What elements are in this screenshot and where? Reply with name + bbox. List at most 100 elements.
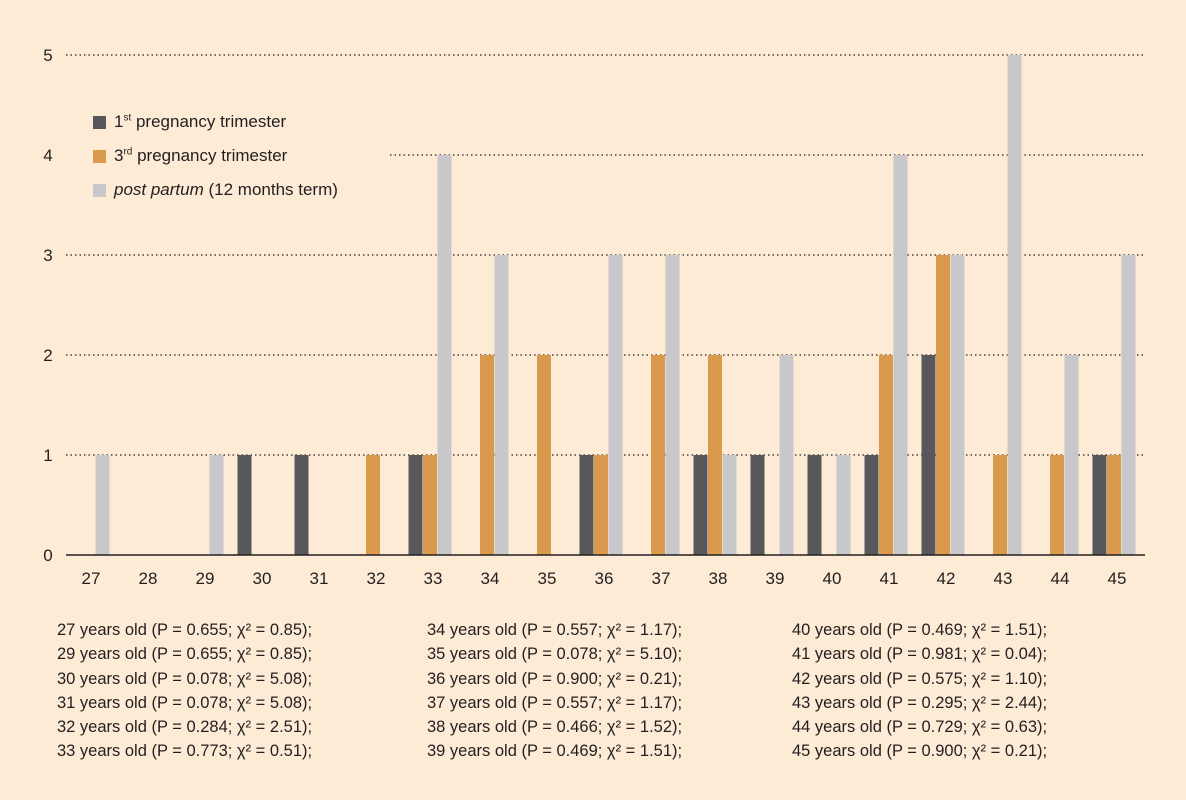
x-tick-label: 40: [823, 569, 842, 588]
x-tick-label: 37: [652, 569, 671, 588]
bar: [1007, 55, 1022, 555]
stats-column-3: 40 years old (P = 0.469; χ² = 1.51); 41 …: [792, 618, 1047, 764]
stats-line: 36 years old (P = 0.900; χ² = 0.21);: [427, 669, 683, 688]
legend-label: 1st pregnancy trimester: [114, 112, 286, 132]
x-tick-label: 28: [139, 569, 158, 588]
legend-label-rest: pregnancy trimester: [131, 112, 287, 131]
bar: [237, 455, 252, 555]
stats-line: 33 years old (P = 0.773; χ² = 0.51);: [57, 742, 313, 761]
bar: [294, 455, 309, 555]
legend-label: 3rd pregnancy trimester: [114, 146, 287, 166]
stats-line: 45 years old (P = 0.900; χ² = 0.21);: [792, 742, 1048, 761]
stats-line: 43 years old (P = 0.295; χ² = 2.44);: [792, 693, 1048, 712]
bar: [579, 455, 594, 555]
stats-line: 31 years old (P = 0.078; χ² = 5.08);: [57, 693, 313, 712]
x-tick-label: 43: [994, 569, 1013, 588]
bar: [408, 455, 423, 555]
bar: [950, 255, 965, 555]
bar: [693, 455, 708, 555]
legend-item-3rd-trimester: 3rd pregnancy trimester: [93, 139, 338, 173]
legend-label-base: 1: [114, 112, 124, 131]
bar: [893, 155, 908, 555]
x-tick-label: 30: [253, 569, 272, 588]
stats-line: 29 years old (P = 0.655; χ² = 0.85);: [57, 645, 313, 664]
stats-line: 37 years old (P = 0.557; χ² = 1.17);: [427, 693, 683, 712]
bar: [807, 455, 822, 555]
bar: [921, 355, 936, 555]
x-tick-label: 41: [880, 569, 899, 588]
y-tick-label: 1: [43, 446, 52, 465]
bar: [836, 455, 851, 555]
x-tick-label: 42: [937, 569, 956, 588]
bar: [537, 355, 551, 555]
bar: [722, 455, 737, 555]
bar: [423, 455, 437, 555]
bar: [1092, 455, 1107, 555]
bar: [936, 255, 950, 555]
bar: [708, 355, 722, 555]
x-tick-label: 34: [481, 569, 500, 588]
bar: [864, 455, 879, 555]
x-tick-label: 45: [1108, 569, 1127, 588]
legend-item-1st-trimester: 1st pregnancy trimester: [93, 105, 338, 139]
legend-swatch: [93, 149, 106, 163]
bar: [608, 255, 623, 555]
stats-line: 27 years old (P = 0.655; χ² = 0.85);: [57, 621, 313, 639]
legend-label: post partum (12 months term): [114, 180, 338, 200]
x-tick-label: 38: [709, 569, 728, 588]
bar: [1064, 355, 1079, 555]
x-tick-label: 39: [766, 569, 785, 588]
stats-line: 42 years old (P = 0.575; χ² = 1.10);: [792, 669, 1048, 688]
bar: [366, 455, 380, 555]
stats-line: 39 years old (P = 0.469; χ² = 1.51);: [427, 742, 683, 761]
x-tick-label: 31: [310, 569, 329, 588]
bar: [750, 455, 765, 555]
x-tick-label: 32: [367, 569, 386, 588]
legend-label-rest: (12 months term): [203, 180, 338, 199]
y-tick-label: 4: [43, 146, 52, 165]
x-tick-label: 36: [595, 569, 614, 588]
bar: [1050, 455, 1064, 555]
legend-label-sup: rd: [123, 146, 133, 158]
stats-line: 30 years old (P = 0.078; χ² = 5.08);: [57, 669, 313, 688]
bar: [209, 455, 224, 555]
stats-column-2: 34 years old (P = 0.557; χ² = 1.17); 35 …: [427, 618, 682, 764]
legend-label-sup: st: [123, 112, 132, 124]
legend-item-post-partum: post partum (12 months term): [93, 173, 338, 207]
legend-swatch: [93, 115, 106, 129]
bar: [1121, 255, 1136, 555]
bar: [879, 355, 893, 555]
bar: [651, 355, 665, 555]
bar: [993, 455, 1007, 555]
x-tick-label: 33: [424, 569, 443, 588]
x-tick-label: 35: [538, 569, 557, 588]
stats-line: 38 years old (P = 0.466; χ² = 1.52);: [427, 718, 683, 737]
bar: [779, 355, 794, 555]
x-tick-label: 29: [196, 569, 215, 588]
stats-line: 35 years old (P = 0.078; χ² = 5.10);: [427, 645, 683, 664]
x-tick-label: 44: [1051, 569, 1070, 588]
stats-column-1: 27 years old (P = 0.655; χ² = 0.85); 29 …: [57, 618, 312, 764]
legend-swatch: [93, 183, 106, 197]
bar: [1107, 455, 1121, 555]
legend-label-rest: pregnancy trimester: [132, 146, 288, 165]
stats-line: 40 years old (P = 0.469; χ² = 1.51);: [792, 621, 1048, 639]
y-tick-label: 0: [43, 546, 52, 565]
legend-label-base: 3: [114, 146, 124, 165]
statistics-block: 27 years old (P = 0.655; χ² = 0.85); 29 …: [0, 618, 1186, 768]
bar: [494, 255, 509, 555]
bar: [480, 355, 494, 555]
bar: [95, 455, 110, 555]
stats-line: 34 years old (P = 0.557; χ² = 1.17);: [427, 621, 683, 639]
y-tick-label: 5: [43, 46, 52, 65]
legend-label-italic: post partum: [114, 180, 204, 199]
stats-line: 32 years old (P = 0.284; χ² = 2.51);: [57, 718, 313, 737]
legend: 1st pregnancy trimester 3rd pregnancy tr…: [93, 105, 338, 207]
y-tick-label: 3: [43, 246, 52, 265]
bar: [437, 155, 452, 555]
bar: [594, 455, 608, 555]
bar: [665, 255, 680, 555]
y-tick-label: 2: [43, 346, 52, 365]
